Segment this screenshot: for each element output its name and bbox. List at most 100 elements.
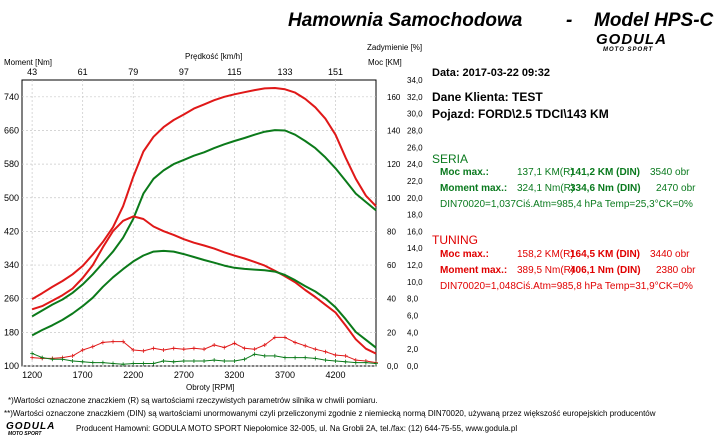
right-smoke-tick-label: 6,0 (407, 312, 419, 321)
right-axis-label-power: Moc [KM] (368, 58, 402, 67)
series-line-0 (31, 87, 377, 300)
left-tick-label: 100 (4, 361, 19, 371)
series-point (313, 356, 318, 361)
seria-conditions: DIN70020=1,037Ciś.Atm=985,4 hPa Temp=25,… (440, 199, 693, 210)
left-axis-label: Moment [Nm] (4, 58, 53, 67)
series-point (333, 353, 338, 358)
right-power-tick-label: 0,0 (387, 362, 399, 371)
footer-logo-sub: MOTO SPORT (8, 431, 42, 437)
series-point (222, 345, 227, 350)
x-tick-label: 3200 (224, 370, 244, 380)
footnote-din: **)Wartości oznaczone znaczkiem (DIN) są… (4, 409, 656, 418)
top-tick-label: 61 (78, 67, 88, 77)
series-point (363, 360, 368, 365)
seria-power-din: 141,2 KM (DIN) (570, 167, 641, 178)
series-point (343, 353, 348, 358)
right-smoke-tick-label: 14,0 (407, 244, 423, 253)
x-tick-label: 2700 (174, 370, 194, 380)
series-point (252, 347, 257, 352)
tuning-torque-value: 389,5 Nm(R) (517, 265, 575, 276)
top-tick-label: 43 (27, 67, 37, 77)
seria-torque-value: 324,1 Nm(R) (517, 183, 575, 194)
top-tick-label: 97 (179, 67, 189, 77)
series-point (100, 360, 105, 365)
ticks: 1200 43 1700 61 2200 79 2700 97 3200 115 3700 133 42… (4, 67, 423, 380)
seria-torque-rpm: 2470 obr (656, 183, 696, 194)
series-point (161, 348, 166, 353)
series-point (171, 346, 176, 351)
x-tick-label: 1700 (73, 370, 93, 380)
series-point (121, 339, 126, 344)
top-axis-label: Prędkość [km/h] (185, 52, 243, 61)
plot-frame (21, 79, 377, 367)
left-tick-label: 500 (4, 193, 19, 203)
series-point (272, 353, 277, 358)
series-point (181, 347, 186, 352)
right-smoke-tick-label: 2,0 (407, 345, 419, 354)
series-point (80, 359, 85, 364)
tuning-power-label: Moc max.: (440, 249, 489, 260)
tuning-title: TUNING (432, 233, 478, 247)
series-point (293, 355, 298, 360)
series-line-3 (31, 249, 377, 349)
right-smoke-tick-label: 22,0 (407, 177, 423, 186)
series-point (131, 361, 136, 366)
seria-torque-din: 334,6 Nm (DIN) (570, 183, 641, 194)
right-smoke-tick-label: 8,0 (407, 295, 419, 304)
top-tick-label: 79 (128, 67, 138, 77)
right-smoke-tick-label: 20,0 (407, 194, 423, 203)
series-point (242, 357, 247, 362)
top-tick-label: 115 (227, 67, 241, 77)
right-axis-label-smoke: Zadymienie [%] (367, 43, 423, 52)
godula-logo-sub: MOTO SPORT (603, 47, 654, 53)
right-power-tick-label: 160 (387, 93, 401, 102)
series-group (30, 87, 378, 367)
producer-info: Producent Hamowni: GODULA MOTO SPORT Nie… (76, 424, 518, 433)
series-point (303, 343, 308, 348)
left-tick-label: 660 (4, 125, 19, 135)
series-point (262, 353, 267, 358)
right-smoke-tick-label: 4,0 (407, 328, 419, 337)
series-point (303, 355, 308, 360)
series-point (141, 361, 146, 366)
right-power-tick-label: 80 (387, 227, 396, 236)
seria-power-value: 137,1 KM(R) (517, 167, 574, 178)
series-point (212, 342, 217, 347)
series-point (202, 347, 207, 352)
series-point (131, 348, 136, 353)
series-point (282, 335, 287, 340)
seria-power-label: Moc max.: (440, 167, 489, 178)
right-power-tick-label: 40 (387, 295, 396, 304)
series-point (100, 340, 105, 345)
top-tick-label: 151 (328, 67, 343, 77)
grid (21, 79, 377, 367)
x-tick-label: 3700 (275, 370, 295, 380)
series-point (333, 358, 338, 363)
series-point (323, 349, 328, 354)
series-point (202, 358, 207, 363)
series-point (262, 342, 267, 347)
test-date: Data: 2017-03-22 09:32 (432, 67, 551, 79)
series-point (252, 352, 257, 357)
series-point (282, 355, 287, 360)
right-power-tick-label: 20 (387, 328, 396, 337)
series-point (90, 360, 95, 365)
series-point (50, 357, 55, 362)
series-line-1 (31, 129, 377, 318)
page-title: Hamownia Samochodowa (288, 10, 523, 31)
series-point (313, 347, 318, 352)
right-smoke-tick-label: 12,0 (407, 261, 423, 270)
left-tick-label: 260 (4, 294, 19, 304)
series-point (191, 358, 196, 363)
series-point (181, 358, 186, 363)
title-dash: - (566, 10, 573, 31)
series-point (191, 346, 196, 351)
series-point (242, 346, 247, 351)
series-point (80, 348, 85, 353)
series-point (171, 359, 176, 364)
series-point (111, 361, 116, 366)
x-tick-label: 1200 (22, 370, 42, 380)
left-tick-label: 180 (4, 327, 19, 337)
series-point (70, 358, 75, 363)
right-power-tick-label: 60 (387, 261, 396, 270)
